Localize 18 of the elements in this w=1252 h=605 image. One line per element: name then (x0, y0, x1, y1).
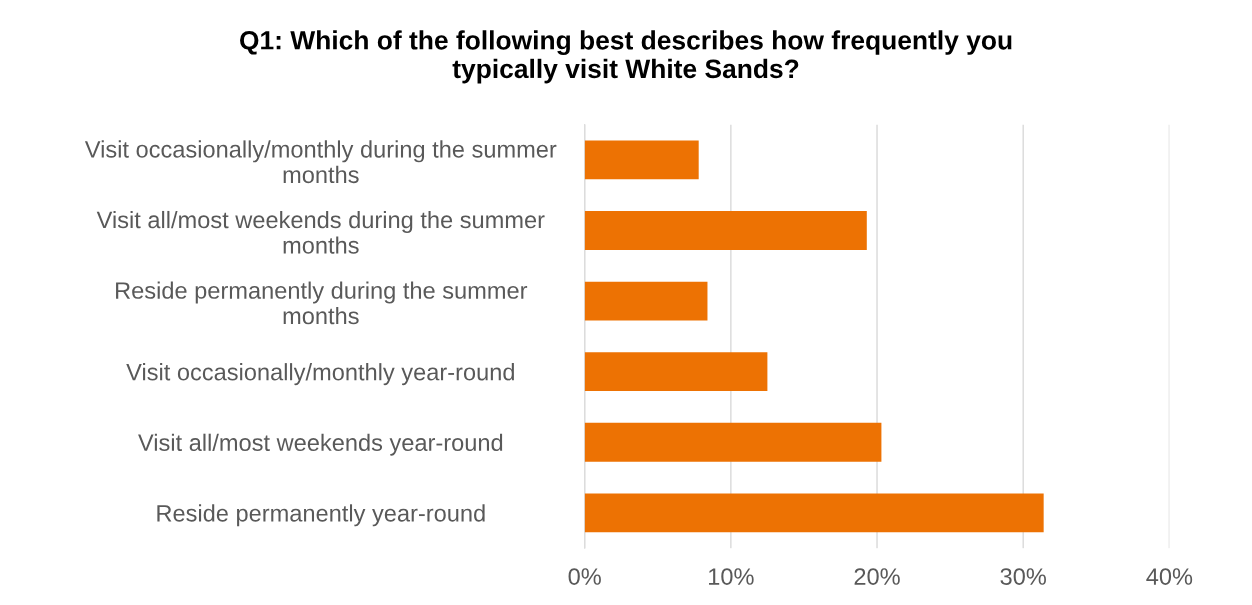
x-tick-label: 10% (709, 568, 754, 585)
y-tick-label: Visit occasionally/monthly year-round (126, 363, 514, 386)
bar (584, 422, 882, 462)
bar (584, 140, 699, 180)
bar (584, 211, 867, 250)
x-tick-label: 40% (1146, 568, 1193, 585)
y-tick-label: Reside permanently year-round (157, 504, 485, 527)
chart-title: Q1: Which of the following best describes how frequently you typically visit White Sands? (240, 30, 1012, 84)
bar (584, 493, 1044, 533)
x-tick-label: 0% (568, 568, 601, 585)
y-tick-label: Visit occasionally/monthly during the summer months (84, 140, 557, 184)
x-tick-label: 20% (854, 568, 900, 585)
x-tick-label: 30% (1000, 568, 1046, 585)
y-tick-label: Reside permanently during the summer months (116, 281, 528, 325)
y-tick-label: Visit all/most weekends year-round (138, 433, 503, 456)
bar (584, 352, 768, 392)
y-tick-label: Visit all/most weekends during the summer months (96, 210, 545, 254)
bar (584, 281, 708, 321)
